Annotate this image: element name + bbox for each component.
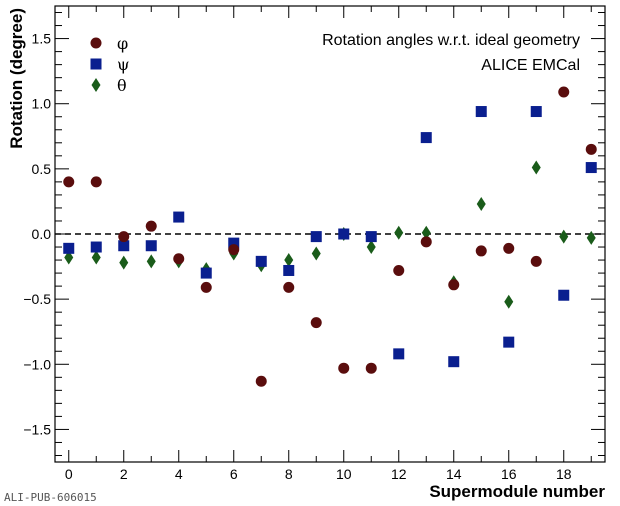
- data-point-circle: [475, 245, 487, 257]
- y-tick-label: −1.5: [23, 421, 51, 437]
- data-point-square: [338, 228, 350, 240]
- x-tick-label: 0: [65, 466, 73, 482]
- data-point-square: [228, 237, 240, 249]
- data-point-diamond: [559, 229, 569, 244]
- data-point-circle: [310, 317, 322, 329]
- x-tick-label: 6: [230, 466, 238, 482]
- data-point-square: [283, 264, 295, 276]
- series-square: [63, 106, 597, 368]
- y-tick-label: −1.0: [23, 356, 51, 372]
- legend-marker-square: [90, 58, 102, 70]
- series-circle: [63, 86, 597, 387]
- data-point-diamond: [421, 225, 431, 240]
- data-point-diamond: [586, 230, 596, 245]
- y-tick-label: 1.5: [32, 31, 52, 47]
- y-tick-label: 1.0: [32, 96, 52, 112]
- x-tick-label: 2: [120, 466, 128, 482]
- data-point-circle: [365, 362, 377, 374]
- data-point-diamond: [366, 240, 376, 255]
- data-point-square: [420, 132, 432, 144]
- data-point-square: [475, 106, 487, 118]
- data-point-circle: [90, 176, 102, 188]
- x-tick-label: 18: [556, 466, 572, 482]
- data-point-square: [255, 255, 267, 267]
- data-point-circle: [530, 255, 542, 267]
- data-point-circle: [393, 264, 405, 276]
- data-point-square: [558, 289, 570, 301]
- legend-label: θ: [117, 76, 127, 95]
- data-point-square: [310, 231, 322, 243]
- x-tick-label: 4: [175, 466, 183, 482]
- data-point-diamond: [394, 225, 404, 240]
- data-point-square: [90, 241, 102, 253]
- data-point-square: [118, 240, 130, 252]
- data-point-square: [145, 240, 157, 252]
- data-point-circle: [448, 279, 460, 291]
- legend: φψθ: [90, 34, 130, 95]
- y-tick-label: 0.0: [32, 226, 52, 242]
- axis-ticks: 0 2 4 6 8 10 12 14 16 18 −1.5 −1.0 −0.5 0.0 0.5 1.0 1.5: [23, 6, 605, 482]
- x-tick-label: 16: [501, 466, 517, 482]
- data-point-diamond: [91, 250, 101, 265]
- annotation-experiment: ALICE EMCal: [481, 57, 580, 74]
- data-point-circle: [173, 253, 185, 265]
- annotation-title: Rotation angles w.r.t. ideal geometry: [322, 32, 580, 49]
- data-point-diamond: [476, 197, 486, 212]
- data-point-square: [63, 242, 75, 254]
- data-point-diamond: [119, 255, 129, 270]
- x-tick-label: 12: [391, 466, 407, 482]
- data-point-square: [503, 336, 515, 348]
- data-point-circle: [283, 281, 295, 293]
- data-point-circle: [63, 176, 75, 188]
- data-point-square: [173, 211, 185, 223]
- data-point-diamond: [146, 254, 156, 269]
- data-point-circle: [503, 242, 515, 254]
- legend-label: ψ: [117, 55, 130, 74]
- data-point-circle: [585, 143, 597, 155]
- legend-marker-diamond: [91, 78, 101, 92]
- data-point-square: [585, 162, 597, 174]
- data-point-circle: [338, 362, 350, 374]
- legend-label: φ: [117, 34, 128, 53]
- data-point-circle: [558, 86, 570, 98]
- data-point-diamond: [64, 250, 74, 265]
- data-point-square: [200, 267, 212, 279]
- data-point-circle: [255, 375, 267, 387]
- data-point-circle: [118, 231, 130, 243]
- x-tick-label: 10: [336, 466, 352, 482]
- data-points: [63, 86, 597, 387]
- data-point-diamond: [284, 253, 294, 268]
- data-point-circle: [145, 220, 157, 232]
- data-point-circle: [200, 281, 212, 293]
- data-point-square: [393, 348, 405, 360]
- y-axis-title: Rotation (degree): [7, 8, 26, 149]
- data-point-square: [530, 106, 542, 118]
- x-axis-title: Supermodule number: [429, 482, 605, 501]
- y-tick-label: −0.5: [23, 291, 51, 307]
- data-point-circle: [420, 236, 432, 248]
- legend-marker-circle: [90, 37, 102, 49]
- data-point-diamond: [311, 246, 321, 261]
- y-tick-label: 0.5: [32, 161, 52, 177]
- publication-id: ALI-PUB-606015: [4, 491, 97, 504]
- data-point-diamond: [531, 160, 541, 175]
- data-point-square: [365, 231, 377, 243]
- data-point-circle: [228, 244, 240, 256]
- data-point-square: [448, 356, 460, 368]
- x-tick-label: 14: [446, 466, 462, 482]
- x-tick-label: 8: [285, 466, 293, 482]
- data-point-diamond: [504, 294, 514, 309]
